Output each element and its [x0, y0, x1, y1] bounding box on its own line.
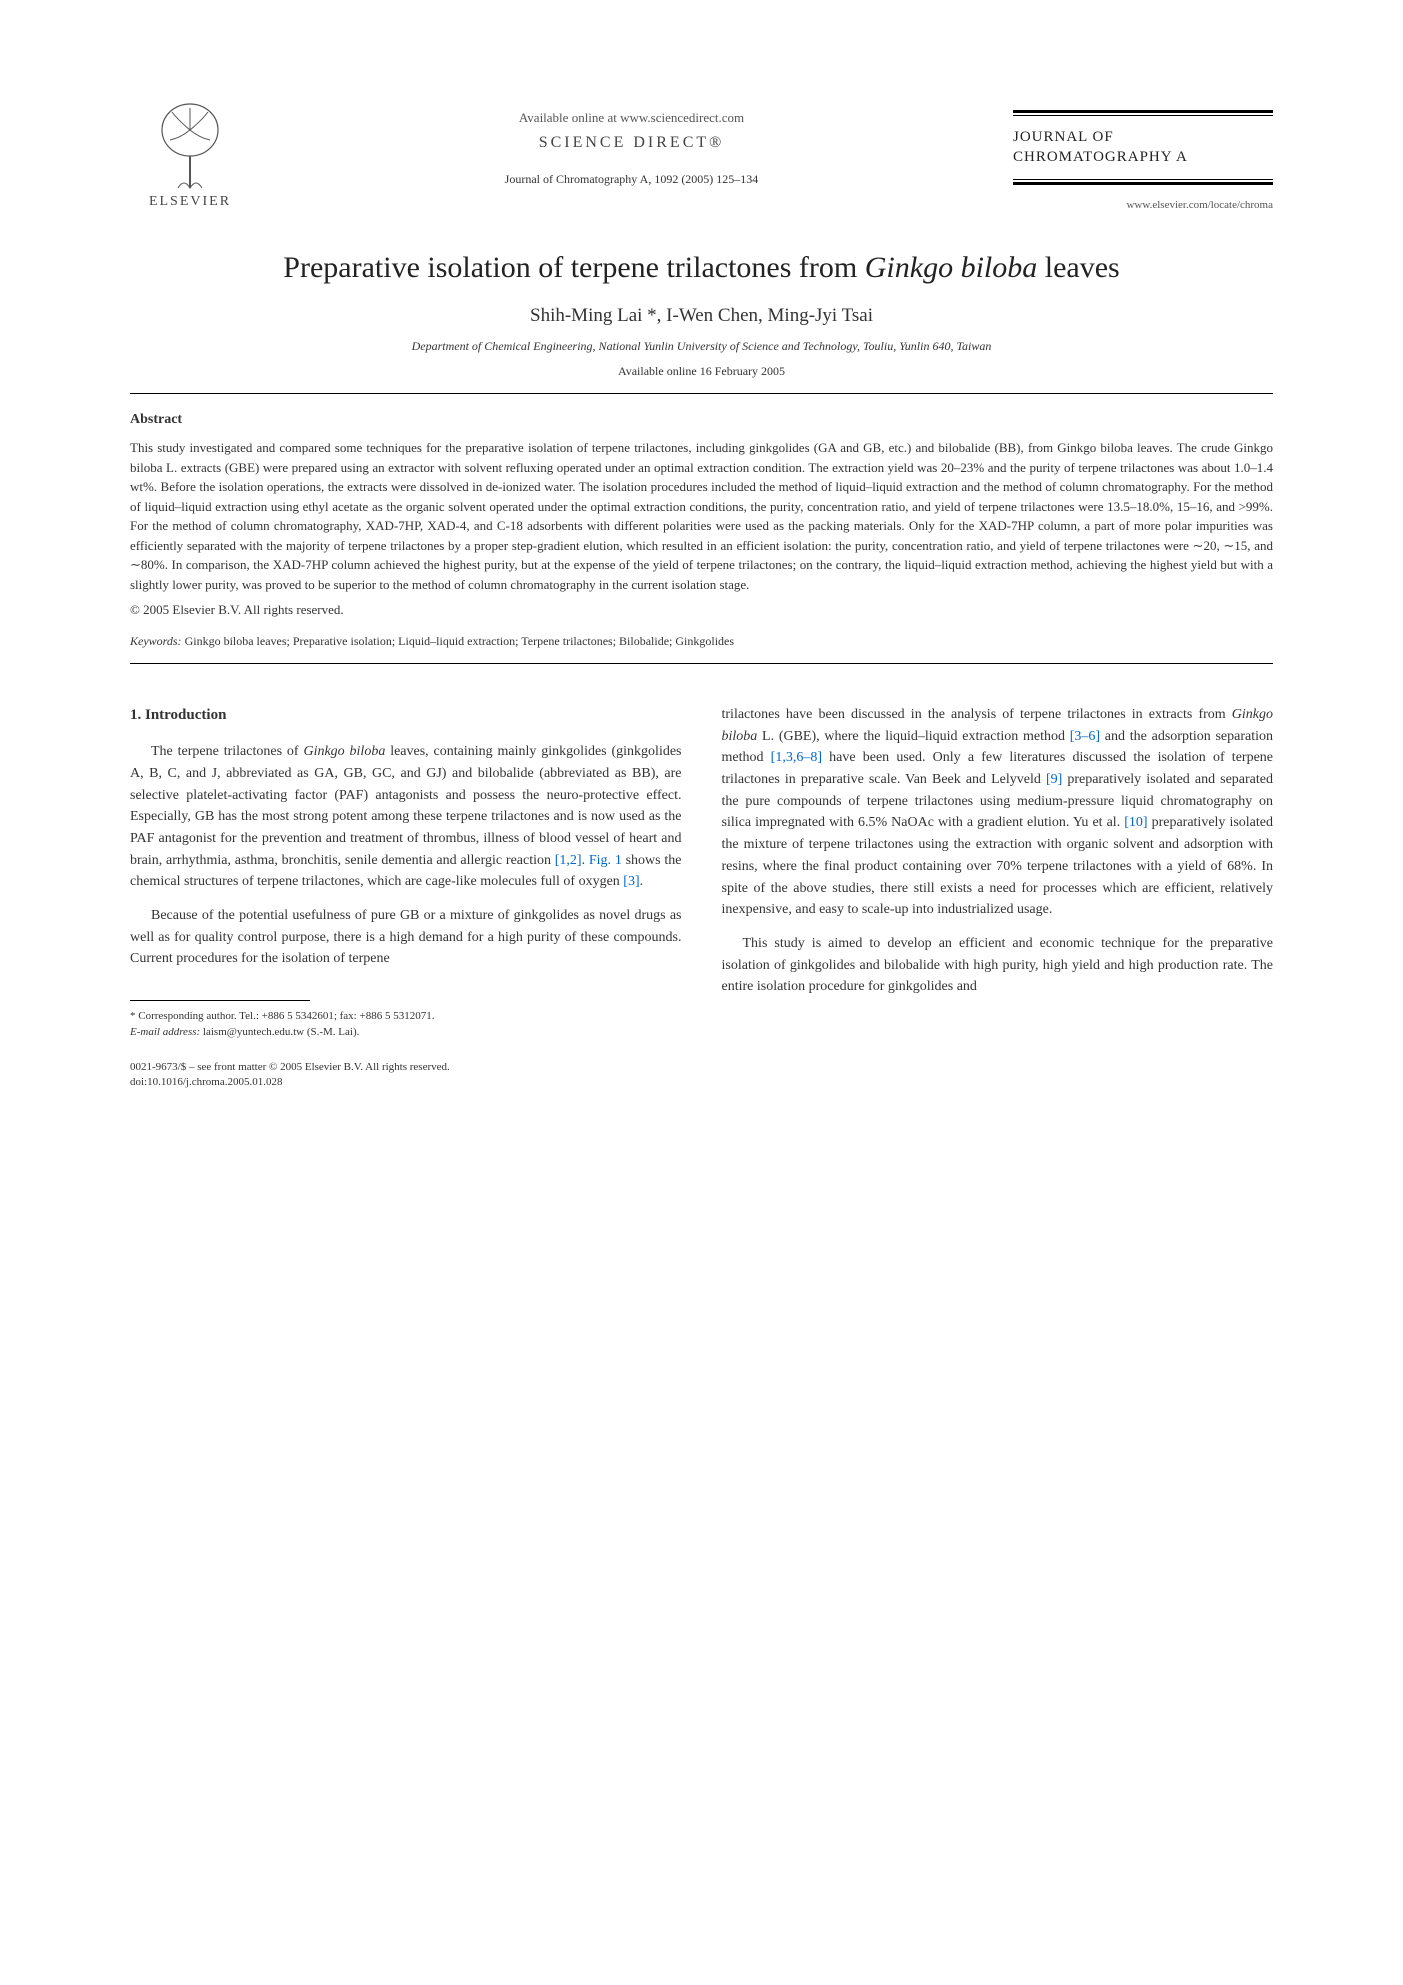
- rule-after-keywords: [130, 663, 1273, 664]
- ref-9[interactable]: [9]: [1046, 772, 1062, 787]
- ref-3[interactable]: [3]: [623, 874, 639, 889]
- affiliation: Department of Chemical Engineering, Nati…: [130, 339, 1273, 354]
- doi-line1: 0021-9673/$ – see front matter © 2005 El…: [130, 1060, 682, 1075]
- intro-p2: Because of the potential usefulness of p…: [130, 905, 682, 970]
- ref-1-2[interactable]: [1,2]: [555, 853, 582, 868]
- journal-title-line1: JOURNAL OF: [1013, 129, 1114, 145]
- p3-f: preparatively isolated the mixture of te…: [722, 815, 1274, 917]
- intro-p4: This study is aimed to develop an effici…: [722, 933, 1274, 998]
- paper-page: ELSEVIER Available online at www.science…: [0, 0, 1403, 1171]
- p1-b: leaves, containing mainly ginkgolides (g…: [130, 744, 682, 867]
- intro-p3: trilactones have been discussed in the a…: [722, 704, 1274, 921]
- authors: Shih-Ming Lai *, I-Wen Chen, Ming-Jyi Ts…: [130, 305, 1273, 327]
- title-italic: Ginkgo biloba: [865, 251, 1038, 284]
- right-column: trilactones have been discussed in the a…: [722, 704, 1274, 1091]
- rule-thick-2: [1013, 182, 1273, 185]
- doi-block: 0021-9673/$ – see front matter © 2005 El…: [130, 1060, 682, 1091]
- available-date: Available online 16 February 2005: [130, 364, 1273, 379]
- publisher-logo-block: ELSEVIER: [130, 100, 250, 210]
- ref-fig1[interactable]: Fig. 1: [589, 853, 622, 868]
- corresponding-footnote: * Corresponding author. Tel.: +886 5 534…: [130, 1009, 682, 1040]
- p1-c: .: [582, 853, 589, 868]
- p1-e: .: [640, 874, 644, 889]
- abstract-heading: Abstract: [130, 412, 1273, 428]
- ref-3-6[interactable]: [3–6]: [1070, 729, 1100, 744]
- footnote-email-label: E-mail address:: [130, 1026, 200, 1038]
- p1-gb: Ginkgo biloba: [303, 744, 385, 759]
- available-online-text: Available online at www.sciencedirect.co…: [250, 110, 1013, 126]
- elsevier-tree-icon: [150, 100, 230, 190]
- rule-thick: [1013, 110, 1273, 113]
- center-header: Available online at www.sciencedirect.co…: [250, 100, 1013, 187]
- p3-a: trilactones have been discussed in the a…: [722, 707, 1232, 722]
- title-post: leaves: [1037, 251, 1119, 284]
- title-pre: Preparative isolation of terpene trilact…: [283, 251, 864, 284]
- two-column-body: 1. Introduction The terpene trilactones …: [130, 704, 1273, 1091]
- journal-reference: Journal of Chromatography A, 1092 (2005)…: [250, 172, 1013, 187]
- header-row: ELSEVIER Available online at www.science…: [130, 100, 1273, 211]
- sciencedirect-logo-text: SCIENCE DIRECT®: [250, 134, 1013, 152]
- abstract-body: This study investigated and compared som…: [130, 438, 1273, 594]
- left-column: 1. Introduction The terpene trilactones …: [130, 704, 682, 1091]
- intro-heading: 1. Introduction: [130, 704, 682, 727]
- footnote-corr: * Corresponding author. Tel.: +886 5 534…: [130, 1009, 682, 1024]
- rule-thin: [1013, 115, 1273, 116]
- journal-url: www.elsevier.com/locate/chroma: [1013, 199, 1273, 211]
- ref-1368[interactable]: [1,3,6–8]: [771, 750, 822, 765]
- journal-title: JOURNAL OF CHROMATOGRAPHY A: [1013, 128, 1273, 167]
- footnote-email: laism@yuntech.edu.tw (S.-M. Lai).: [203, 1026, 359, 1038]
- journal-title-box: JOURNAL OF CHROMATOGRAPHY A www.elsevier…: [1013, 100, 1273, 211]
- footnote-rule: [130, 1000, 310, 1001]
- rule-after-date: [130, 393, 1273, 394]
- footnote-email-line: E-mail address: laism@yuntech.edu.tw (S.…: [130, 1025, 682, 1040]
- sciencedirect-label: SCIENCE DIRECT®: [539, 134, 725, 151]
- doi-line2: doi:10.1016/j.chroma.2005.01.028: [130, 1075, 682, 1090]
- abstract-copyright: © 2005 Elsevier B.V. All rights reserved…: [130, 602, 1273, 618]
- ref-10[interactable]: [10]: [1124, 815, 1147, 830]
- publisher-name: ELSEVIER: [149, 194, 231, 210]
- keywords: Keywords: Ginkgo biloba leaves; Preparat…: [130, 634, 1273, 649]
- intro-p1: The terpene trilactones of Ginkgo biloba…: [130, 741, 682, 893]
- rule-thin-2: [1013, 179, 1273, 180]
- p3-b: L. (GBE), where the liquid–liquid extrac…: [757, 729, 1069, 744]
- keywords-label: Keywords:: [130, 634, 182, 648]
- keywords-text: Ginkgo biloba leaves; Preparative isolat…: [185, 634, 734, 648]
- paper-title: Preparative isolation of terpene trilact…: [130, 251, 1273, 285]
- p1-a: The terpene trilactones of: [151, 744, 303, 759]
- journal-title-line2: CHROMATOGRAPHY A: [1013, 149, 1188, 165]
